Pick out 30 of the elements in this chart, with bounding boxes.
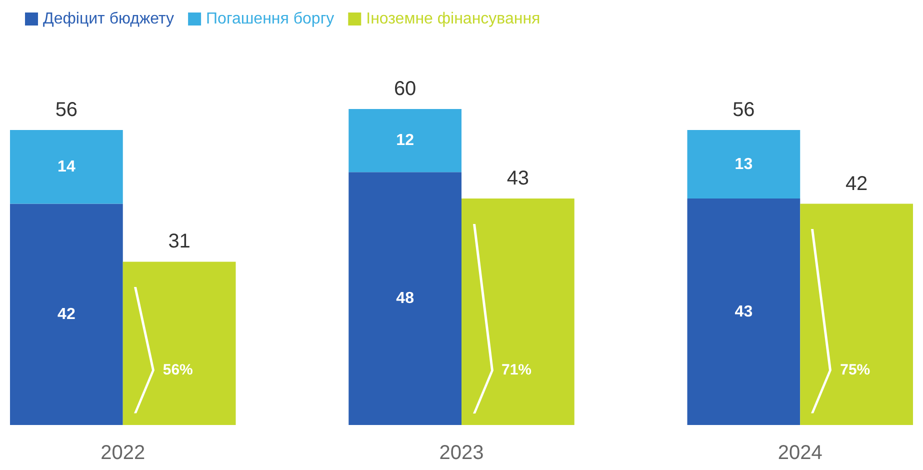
annotation: 71% [502, 362, 532, 378]
total-label: 56 [55, 99, 78, 122]
bar [348, 172, 462, 425]
bar [10, 204, 123, 425]
bar [462, 198, 574, 425]
bar [10, 130, 123, 204]
total-label: 60 [394, 78, 416, 101]
annotation: 75% [840, 362, 870, 378]
x-tick-label: 2024 [778, 442, 822, 464]
data-label: 14 [58, 158, 76, 176]
x-tick-label: 2022 [100, 442, 146, 464]
bar [800, 204, 913, 425]
bar [348, 108, 462, 172]
data-label: 43 [734, 303, 753, 320]
total-label: 56 [732, 99, 755, 122]
legend-label: Погашення боргу [206, 10, 334, 28]
legend-label: Дефіцит бюджету [43, 10, 174, 28]
bar [687, 198, 800, 425]
annotation: 56% [162, 362, 193, 378]
legend-label: Іноземне фінансування [366, 10, 540, 28]
data-label: 13 [734, 156, 753, 173]
x-tick-label: 2023 [439, 442, 484, 464]
data-label: 31 [168, 230, 190, 253]
data-label: 48 [396, 290, 414, 308]
data-label: 42 [58, 306, 76, 323]
bar [687, 130, 800, 199]
data-label: 42 [845, 172, 868, 195]
data-label: 43 [506, 168, 530, 190]
bar [122, 262, 236, 425]
data-label: 12 [396, 132, 414, 150]
